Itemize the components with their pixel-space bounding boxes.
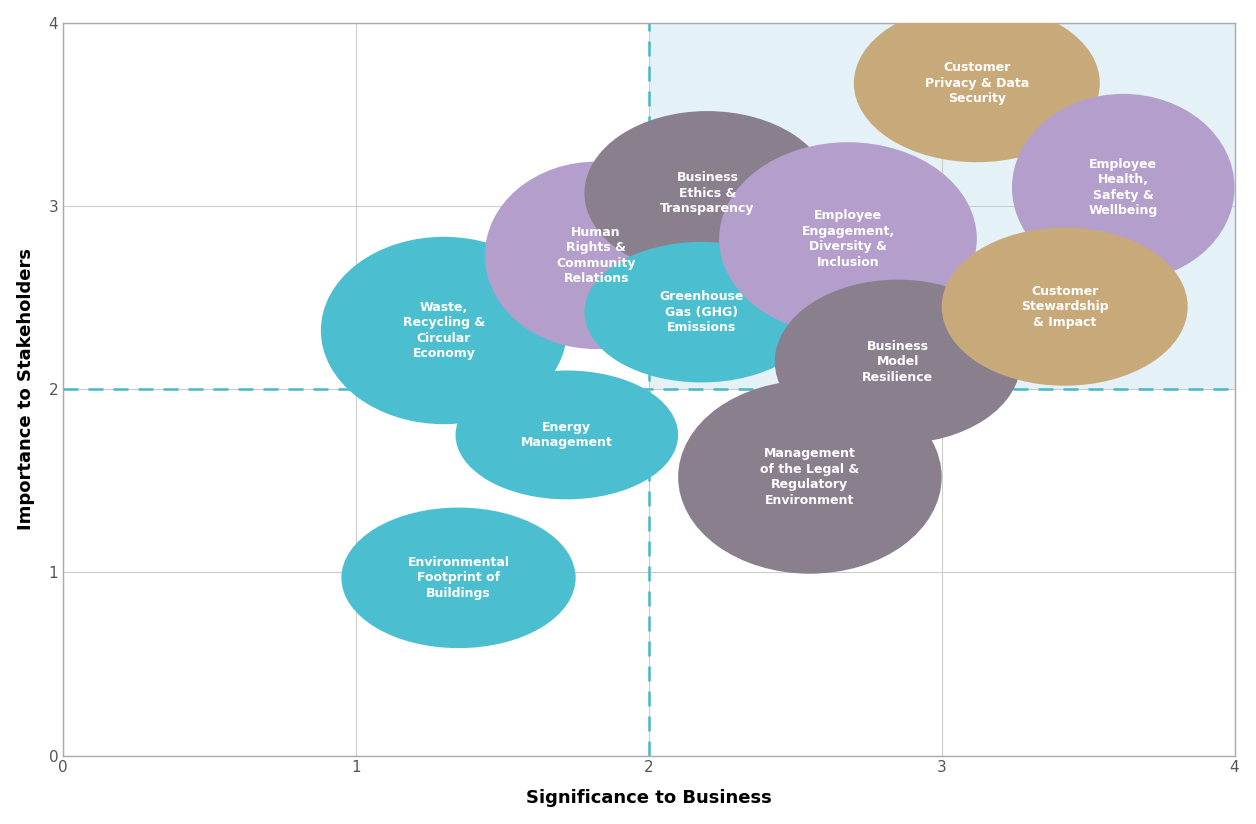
- Text: Customer
Stewardship
& Impact: Customer Stewardship & Impact: [1021, 284, 1109, 329]
- Ellipse shape: [342, 508, 575, 648]
- Ellipse shape: [1012, 94, 1235, 281]
- Ellipse shape: [775, 279, 1021, 443]
- Ellipse shape: [720, 143, 977, 335]
- Text: Waste,
Recycling &
Circular
Economy: Waste, Recycling & Circular Economy: [403, 301, 485, 360]
- Text: Employee
Health,
Safety &
Wellbeing: Employee Health, Safety & Wellbeing: [1089, 158, 1158, 218]
- Ellipse shape: [485, 162, 707, 349]
- Text: Business
Model
Resilience: Business Model Resilience: [862, 339, 933, 384]
- Text: Energy
Management: Energy Management: [521, 421, 613, 449]
- Ellipse shape: [854, 4, 1100, 162]
- Text: Business
Ethics &
Transparency: Business Ethics & Transparency: [661, 171, 755, 215]
- Ellipse shape: [320, 236, 566, 424]
- Ellipse shape: [584, 242, 819, 382]
- Text: Management
of the Legal &
Regulatory
Environment: Management of the Legal & Regulatory Env…: [760, 447, 859, 507]
- Bar: [649, 23, 1235, 389]
- Text: Environmental
Footprint of
Buildings: Environmental Footprint of Buildings: [407, 556, 510, 600]
- Text: Employee
Engagement,
Diversity &
Inclusion: Employee Engagement, Diversity & Inclusi…: [801, 209, 894, 269]
- Y-axis label: Importance to Stakeholders: Importance to Stakeholders: [16, 248, 35, 530]
- Ellipse shape: [584, 111, 830, 275]
- X-axis label: Significance to Business: Significance to Business: [526, 789, 771, 808]
- Text: Greenhouse
Gas (GHG)
Emissions: Greenhouse Gas (GHG) Emissions: [659, 290, 744, 335]
- Text: Customer
Privacy & Data
Security: Customer Privacy & Data Security: [924, 61, 1029, 105]
- Ellipse shape: [456, 371, 678, 499]
- Ellipse shape: [942, 227, 1188, 386]
- Text: Human
Rights &
Community
Relations: Human Rights & Community Relations: [556, 226, 636, 285]
- Ellipse shape: [678, 381, 942, 574]
